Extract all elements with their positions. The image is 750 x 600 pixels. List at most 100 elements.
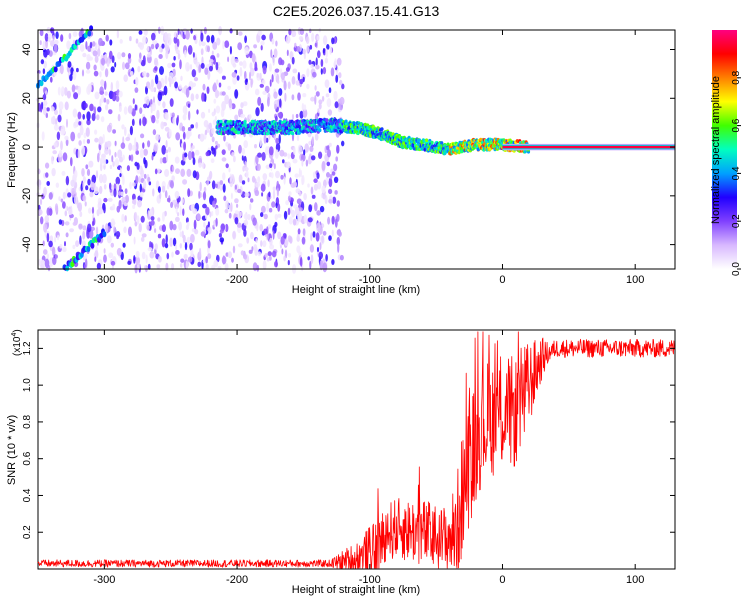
heatmap-speckle	[169, 98, 174, 107]
heatmap-speckle	[118, 90, 123, 98]
heatmap-speckle	[65, 232, 69, 238]
heatmap-speckle	[237, 243, 243, 248]
top-x-tick-label: 100	[626, 274, 644, 286]
heatmap-speckle	[242, 101, 248, 107]
heatmap-speckle	[58, 196, 61, 201]
heatmap-speckle	[198, 39, 202, 47]
heatmap-speckle	[165, 234, 168, 244]
heatmap-speckle	[139, 52, 142, 59]
heatmap-speckle	[103, 254, 107, 263]
heatmap-speckle	[174, 43, 178, 52]
heatmap-speckle	[121, 124, 125, 130]
heatmap-speckle	[134, 87, 139, 93]
heatmap-speckle	[182, 131, 186, 140]
heatmap-speckle	[260, 212, 264, 218]
heatmap-speckle	[141, 233, 147, 238]
heatmap-speckle	[121, 52, 126, 58]
heatmap-speckle	[280, 236, 285, 245]
heatmap-speckle	[181, 198, 184, 204]
heatmap-speckle	[256, 72, 259, 78]
heatmap-speckle	[159, 66, 164, 75]
heatmap-speckle	[174, 81, 179, 89]
heatmap-speckle	[185, 260, 189, 271]
heatmap-speckle	[153, 142, 159, 152]
heatmap-speckle	[302, 108, 308, 118]
heatmap-speckle	[214, 140, 218, 145]
heatmap-speckle	[114, 140, 117, 146]
heatmap-speckle	[116, 235, 119, 240]
heatmap-speckle	[320, 59, 324, 67]
heatmap-speckle	[45, 162, 50, 169]
heatmap-speckle	[333, 163, 338, 172]
heatmap-speckle	[62, 246, 67, 253]
heatmap-speckle	[230, 202, 233, 212]
heatmap-speckle	[211, 136, 215, 143]
heatmap-speckle	[173, 56, 176, 61]
heatmap-ridge-cell	[334, 128, 338, 133]
heatmap-speckle	[121, 196, 126, 205]
heatmap-speckle	[77, 132, 81, 139]
heatmap-speckle	[50, 40, 55, 47]
heatmap-speckle	[216, 37, 221, 46]
heatmap-speckle	[183, 152, 188, 158]
heatmap-speckle	[221, 75, 226, 80]
heatmap-speckle	[208, 65, 213, 72]
heatmap-speckle	[327, 216, 331, 225]
heatmap-speckle	[66, 40, 71, 50]
heatmap-speckle	[315, 64, 320, 70]
heatmap-speckle	[257, 176, 261, 184]
heatmap-speckle	[59, 64, 64, 75]
heatmap-speckle	[112, 203, 116, 211]
heatmap-speckle	[204, 129, 208, 136]
heatmap-speckle	[164, 44, 170, 52]
heatmap-speckle	[250, 198, 254, 203]
heatmap-streak-cell	[53, 66, 58, 73]
heatmap-speckle	[147, 140, 151, 148]
heatmap-speckle	[95, 170, 99, 179]
heatmap-speckle	[170, 201, 174, 208]
heatmap-speckle	[308, 59, 312, 65]
heatmap-speckle	[59, 244, 63, 249]
heatmap-speckle	[182, 234, 186, 244]
heatmap-speckle	[122, 154, 125, 161]
heatmap-speckle	[211, 200, 216, 208]
heatmap-speckle	[142, 142, 145, 149]
y-scale-prefix: (x10	[12, 336, 23, 356]
heatmap-speckle	[135, 250, 140, 258]
heatmap-speckle	[253, 244, 258, 251]
heatmap-speckle	[259, 224, 264, 232]
heatmap-speckle	[211, 50, 214, 56]
heatmap-speckle	[210, 158, 215, 164]
heatmap-speckle	[202, 203, 207, 209]
heatmap-speckle	[133, 255, 136, 264]
heatmap-speckle	[52, 35, 55, 41]
heatmap-speckle	[310, 155, 316, 161]
heatmap-speckle	[138, 30, 143, 35]
heatmap-speckle	[275, 202, 278, 209]
heatmap-speckle	[314, 94, 317, 105]
heatmap-speckle	[336, 200, 340, 207]
heatmap-speckle	[172, 165, 175, 172]
heatmap-speckle	[161, 238, 166, 248]
heatmap-speckle	[244, 192, 250, 198]
heatmap-speckle	[57, 114, 62, 123]
heatmap-speckle	[122, 242, 126, 248]
heatmap-speckle	[151, 32, 156, 41]
heatmap-speckle	[109, 50, 113, 60]
heatmap-speckle	[72, 31, 78, 37]
heatmap-speckle	[162, 101, 166, 109]
heatmap-speckle	[310, 186, 314, 195]
heatmap-speckle	[84, 103, 88, 109]
heatmap-speckle	[231, 71, 237, 78]
heatmap-speckle	[157, 217, 161, 222]
heatmap-speckle	[166, 197, 171, 203]
heatmap-speckle	[96, 262, 101, 270]
heatmap-speckle	[320, 235, 325, 245]
colorbar-label: Normalized spectral amplitude	[710, 76, 722, 224]
top-x-ticks: -300 -200 -100 0 100	[93, 30, 644, 286]
heatmap-speckle	[263, 213, 268, 220]
heatmap-speckle	[227, 85, 231, 90]
heatmap-speckle	[219, 228, 224, 234]
heatmap-speckle	[301, 236, 306, 245]
heatmap-speckle	[138, 176, 141, 183]
